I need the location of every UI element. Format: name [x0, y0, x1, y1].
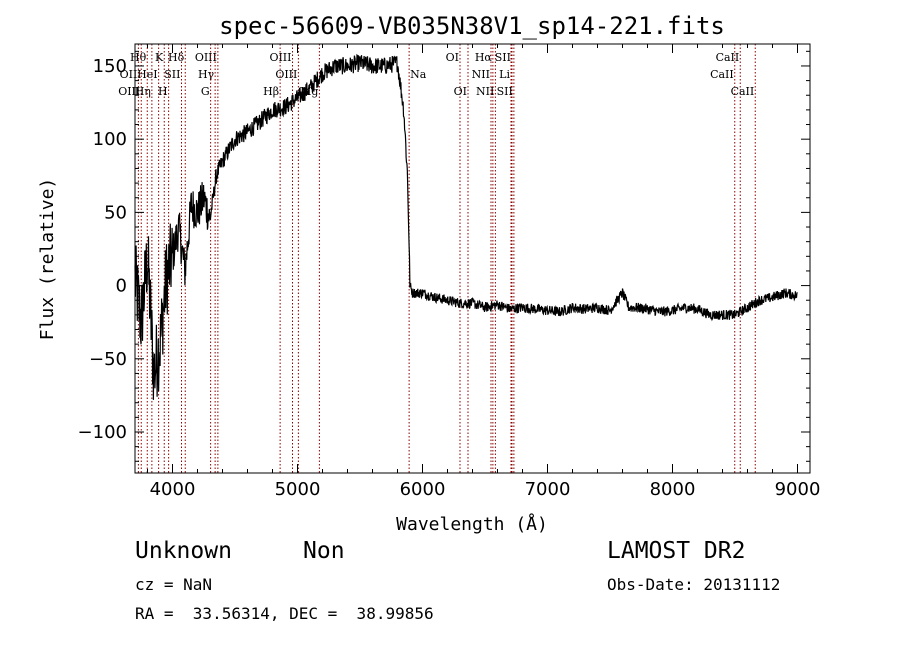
axes: 4000 5000 6000 7000 8000 9000 −100 −50 0 50 100 150 [78, 43, 821, 500]
chart-title: spec-56609-VB035N38V1_sp14-221.fits [219, 12, 725, 40]
x-tick-label-2: 6000 [400, 479, 446, 500]
x-tick-label-1: 5000 [275, 479, 321, 500]
marker-label-5: OI [446, 51, 459, 64]
marker-label-6: Hα [475, 51, 493, 64]
marker-label-12: Hγ [198, 68, 215, 81]
y-tick-label-3: 50 [104, 202, 127, 223]
marker-label-22: Hβ [263, 85, 279, 98]
spectrum-line [134, 53, 798, 400]
y-tick-label-5: 150 [93, 56, 127, 77]
x-tick-label-0: 4000 [150, 479, 196, 500]
marker-label-25: NII [476, 85, 494, 98]
marker-label-13: OIII [275, 68, 297, 81]
survey-name: LAMOST DR2 [607, 538, 746, 564]
marker-label-8: CaII [716, 51, 740, 64]
marker-label-3: OIII [195, 51, 217, 64]
marker-label-16: Li [499, 68, 510, 81]
marker-label-4: OIII [269, 51, 291, 64]
y-axis-label: Flux (relative) [37, 178, 58, 341]
marker-label-17: CaII [710, 68, 734, 81]
marker-label-2: Hδ [168, 51, 185, 64]
marker-label-27: CaII [731, 85, 755, 98]
y-tick-label-2: 0 [116, 276, 127, 297]
spectral-class: Unknown [135, 538, 232, 564]
y-tick-label-0: −100 [78, 422, 127, 443]
marker-label-10: HeI [137, 68, 157, 81]
marker-label-0: Hθ [130, 51, 147, 64]
marker-label-24: OI [454, 85, 467, 98]
marker-label-15: NII [472, 68, 490, 81]
marker-label-14: Na [410, 68, 427, 81]
x-tick-label-5: 9000 [775, 479, 821, 500]
x-axis-label: Wavelength (Å) [396, 513, 548, 535]
redshift-cz: cz = NaN [135, 575, 213, 594]
y-tick-label-1: −50 [89, 349, 127, 370]
spectral-subclass: Non [303, 538, 345, 564]
marker-label-9: OII [120, 68, 138, 81]
marker-label-19: Hη [135, 85, 151, 98]
marker-label-26: SII [497, 85, 513, 98]
marker-label-11: SII [164, 68, 180, 81]
y-tick-label-4: 100 [93, 129, 127, 150]
marker-label-20: H [158, 85, 168, 98]
marker-label-1: K [155, 51, 164, 64]
x-tick-label-4: 8000 [650, 479, 696, 500]
marker-label-7: SII [495, 51, 511, 64]
ra-dec-coordinates: RA = 33.56314, DEC = 38.99856 [135, 604, 434, 623]
x-tick-label-3: 7000 [525, 479, 571, 500]
marker-label-21: G [201, 85, 210, 98]
observation-date: Obs-Date: 20131112 [607, 575, 781, 594]
plot-frame [134, 43, 811, 474]
